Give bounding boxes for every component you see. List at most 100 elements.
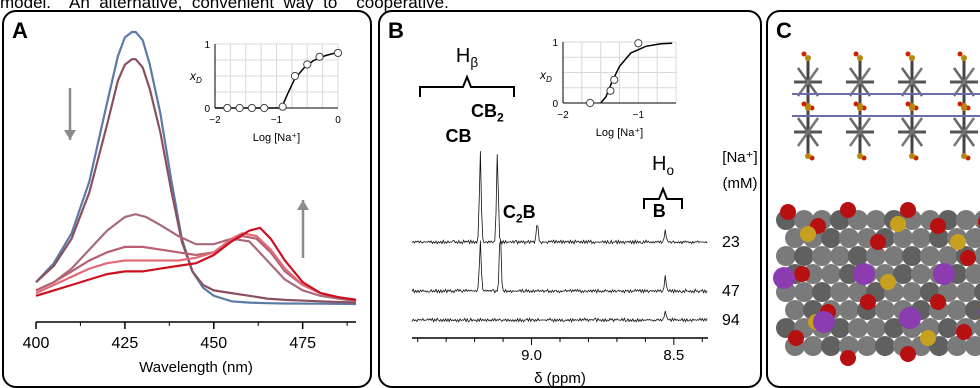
carbon-atom xyxy=(803,336,823,356)
caption-fragment: model. An alternative, convenient way to… xyxy=(0,0,449,12)
panel-c: C xyxy=(766,10,980,388)
oxygen-atom xyxy=(930,294,946,310)
sulfur-atom xyxy=(857,55,863,61)
nmr-trace xyxy=(411,151,708,245)
inset-y-tick-label: 1 xyxy=(204,40,210,51)
x-axis-label: δ (ppm) xyxy=(534,370,586,386)
bond xyxy=(796,67,820,97)
carbon-atom xyxy=(947,336,967,356)
inset-data-point xyxy=(315,52,324,61)
inset-x-tick-label: −1 xyxy=(271,115,283,126)
inset-data-point xyxy=(610,75,619,84)
peak-label-cb: CB xyxy=(445,126,471,146)
oxygen-atom xyxy=(794,266,810,282)
carbon-atom xyxy=(830,246,850,266)
spectrum-line xyxy=(35,226,357,301)
carbon-atom xyxy=(893,264,913,284)
oxygen-atom xyxy=(900,202,916,218)
concentration-label: 94 xyxy=(722,312,740,329)
carbon-atom xyxy=(965,336,980,356)
carbon-atom xyxy=(794,282,814,302)
inset-data-point xyxy=(290,71,300,81)
sulfur-atom xyxy=(880,274,896,290)
group-label-h-beta: Hβ xyxy=(456,45,478,70)
inset-fit-curve xyxy=(600,42,673,104)
oxygen-atom xyxy=(960,250,976,266)
x-tick-label: 400 xyxy=(23,335,50,352)
concentration-header: [Na⁺] xyxy=(722,149,757,166)
panel-label: B xyxy=(388,18,404,43)
carbon-atom xyxy=(839,300,859,320)
x-tick-label: 475 xyxy=(289,335,316,352)
absorption-spectra-chart: 400 425 450 475 Wavelength (nm) −2 −1 0 0 1 Log [N… xyxy=(23,30,357,376)
sulfur-atom xyxy=(961,105,967,111)
carbon-atom xyxy=(974,318,980,338)
carbon-atom xyxy=(812,246,832,266)
carbon-atom xyxy=(830,282,850,302)
nmr-trace xyxy=(411,240,708,294)
bond xyxy=(900,117,924,147)
carbon-atom xyxy=(794,246,814,266)
panel-label: A xyxy=(12,18,28,43)
carbon-atom xyxy=(839,336,859,356)
carbon-atom xyxy=(965,264,980,284)
oxygen-atom xyxy=(840,202,856,218)
panel-a: A 400 425 450 475 Wavelength (nm) −2 −1 0 0 1 Log … xyxy=(2,10,372,388)
carbon-atom xyxy=(947,300,967,320)
oxygen-atom xyxy=(801,51,807,57)
sodium-atom xyxy=(899,307,921,329)
carbon-atom xyxy=(812,282,832,302)
space-filling-model xyxy=(773,202,980,366)
carbon-atom xyxy=(938,318,958,338)
inset-y-tick-label: 1 xyxy=(552,38,558,49)
peak-label-c2b: C2B xyxy=(503,202,536,226)
peak-label-b: B xyxy=(653,201,666,221)
bond xyxy=(952,117,976,147)
carbon-atom xyxy=(839,264,859,284)
inset-x-tick-label: −1 xyxy=(633,110,645,121)
sulfur-atom xyxy=(950,234,966,250)
inset-data-point xyxy=(303,60,312,69)
carbon-atom xyxy=(866,246,886,266)
sulfur-atom xyxy=(920,330,936,346)
carbon-atom xyxy=(785,300,805,320)
carbon-atom xyxy=(785,228,805,248)
carbon-atom xyxy=(821,264,841,284)
carbon-atom xyxy=(848,246,868,266)
inset-data-point xyxy=(278,102,287,111)
oxygen-atom xyxy=(957,101,963,107)
carbon-atom xyxy=(794,210,814,230)
sulfur-atom xyxy=(909,105,915,111)
spectrum-line xyxy=(35,58,357,304)
carbon-atom xyxy=(911,228,931,248)
carbon-atom xyxy=(956,210,976,230)
sodium-atom xyxy=(933,263,955,285)
sulfur-atom xyxy=(805,55,811,61)
carbon-atom xyxy=(884,246,904,266)
carbon-atom xyxy=(875,336,895,356)
carbon-atom xyxy=(938,246,958,266)
inset-y-axis-label: xD xyxy=(189,69,202,85)
inset-y-axis-label: xD xyxy=(539,68,552,84)
carbon-atom xyxy=(821,228,841,248)
sulfur-atom xyxy=(961,55,967,61)
inset-y-tick-label: 0 xyxy=(552,99,558,110)
oxygen-atom xyxy=(905,101,911,107)
bond xyxy=(848,67,872,97)
sulfur-atom xyxy=(805,153,811,159)
oxygen-atom xyxy=(956,324,972,340)
sodium-atom xyxy=(813,311,835,333)
down-arrow-head xyxy=(64,130,76,140)
carbon-atom xyxy=(902,282,922,302)
up-arrow-head xyxy=(297,200,309,210)
carbon-atom xyxy=(857,336,877,356)
bond xyxy=(848,117,872,147)
inset-data-point xyxy=(235,103,244,113)
oxygen-atom xyxy=(788,330,804,346)
bond xyxy=(900,67,924,97)
concentration-unit: (mM) xyxy=(723,175,758,192)
sulfur-atom xyxy=(857,153,863,159)
sulfur-atom xyxy=(909,153,915,159)
inset-x-tick-label: −2 xyxy=(209,115,221,126)
